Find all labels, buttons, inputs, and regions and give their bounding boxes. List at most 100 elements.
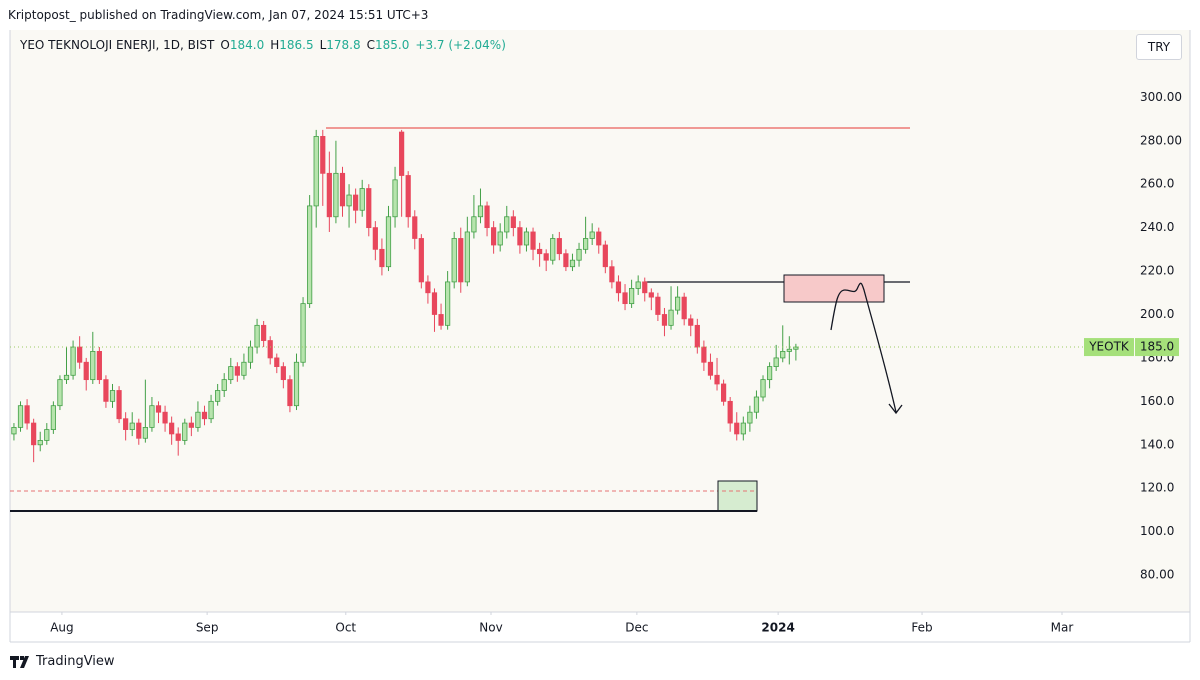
candle-body [576, 248, 582, 261]
candle-body [326, 172, 332, 218]
candle-body [714, 374, 720, 385]
candle-body [175, 433, 181, 441]
y-tick-label: 100.0 [1140, 524, 1174, 538]
candle-body [543, 253, 549, 261]
candle-body [615, 281, 622, 294]
candle-body [201, 411, 208, 420]
candle-body [96, 351, 102, 381]
candle-body [228, 366, 234, 381]
legend-value: 184.0 [229, 38, 265, 52]
candle-body [241, 361, 247, 376]
candle-body [254, 324, 260, 348]
candle-body [162, 411, 168, 424]
legend-change: +3.7 (+2.04%) [415, 38, 506, 52]
candle-body [31, 422, 37, 446]
candle-body [300, 303, 306, 363]
candle-body [569, 259, 576, 268]
candle-body [221, 379, 227, 391]
legend: YEO TEKNOLOJI ENERJI, 1D, BIST O184.0 H186… [20, 38, 506, 52]
candle-body [274, 357, 280, 368]
candle-body [267, 340, 273, 359]
candle-body [655, 296, 661, 315]
candle-body [320, 136, 326, 174]
candle-body [366, 188, 372, 229]
candle-body [129, 422, 135, 430]
y-tick-label: 80.00 [1140, 568, 1174, 582]
candle-body [648, 292, 654, 298]
candle-body [425, 281, 431, 294]
candle-body [477, 205, 484, 218]
candle-body [77, 346, 83, 363]
y-tick-label: 260.0 [1140, 177, 1174, 191]
candle-body [63, 374, 70, 381]
candle-body [234, 366, 240, 376]
legend-key: H [270, 38, 280, 52]
candle-body [609, 266, 615, 283]
y-tick-label: 300.00 [1140, 90, 1182, 104]
candle-body [90, 351, 96, 381]
candle-body [766, 366, 773, 381]
candle-body [681, 296, 687, 320]
candle-body [773, 357, 779, 368]
legend-key: C [366, 38, 376, 52]
candle-body [438, 314, 444, 326]
candle-body [491, 227, 497, 246]
candle-body [307, 205, 313, 305]
candle-body [510, 216, 516, 229]
candle-body [339, 172, 346, 207]
tv-logo [10, 655, 29, 668]
candle-body [635, 281, 641, 289]
candle-body [50, 405, 56, 430]
candle-body [602, 244, 608, 268]
projection-arrow [888, 403, 903, 415]
x-tick-label: Aug [50, 621, 73, 635]
candle-body [464, 231, 470, 283]
candle-body [504, 216, 510, 233]
price-tag-label: 185.0 [1140, 340, 1174, 354]
candle-body [399, 131, 405, 176]
candle-body [379, 248, 385, 268]
candle-body [668, 309, 674, 326]
candle-body [661, 314, 668, 326]
y-tick-label: 280.00 [1140, 133, 1182, 147]
candle-body [694, 324, 700, 348]
legend-value: 186.5 [279, 38, 314, 52]
candle-body [261, 324, 267, 341]
candle-body [103, 379, 109, 402]
candle-body [83, 361, 89, 381]
candle-body [550, 238, 556, 261]
candle-body [392, 179, 398, 218]
y-tick-label: 160.0 [1140, 394, 1174, 408]
candle-body [136, 422, 142, 439]
candle-body [629, 288, 635, 305]
supply-zone [783, 274, 885, 303]
y-tick-label: 220.0 [1140, 264, 1174, 278]
candle-body [793, 346, 799, 350]
y-tick-label: 120.0 [1140, 481, 1174, 495]
y-tick-label: 200.0 [1140, 307, 1174, 321]
candle-body [359, 188, 365, 211]
candles [11, 129, 799, 463]
currency-button[interactable]: TRY [1136, 34, 1182, 60]
candle-body [431, 292, 438, 315]
candle-body [188, 422, 194, 428]
symbol-title: YEO TEKNOLOJI ENERJI, 1D, BIST [20, 38, 215, 52]
candle-body [786, 348, 792, 352]
candle-body [169, 422, 175, 435]
candle-body [215, 390, 221, 402]
candle-body [123, 418, 129, 430]
candle-body [458, 238, 464, 283]
publisher-line: Kriptopost_ published on TradingView.com… [8, 8, 429, 22]
candle-body [346, 194, 352, 207]
legend-key: O [220, 38, 230, 52]
candle-body [445, 281, 451, 326]
candle-body [563, 253, 569, 268]
candle-body [372, 227, 378, 250]
x-tick-label: Mar [1051, 621, 1074, 635]
price-tag [1135, 338, 1179, 357]
candle-body [24, 405, 30, 424]
candle-body [484, 205, 490, 229]
x-tick-label: Feb [911, 621, 932, 635]
candle-body [155, 405, 162, 413]
